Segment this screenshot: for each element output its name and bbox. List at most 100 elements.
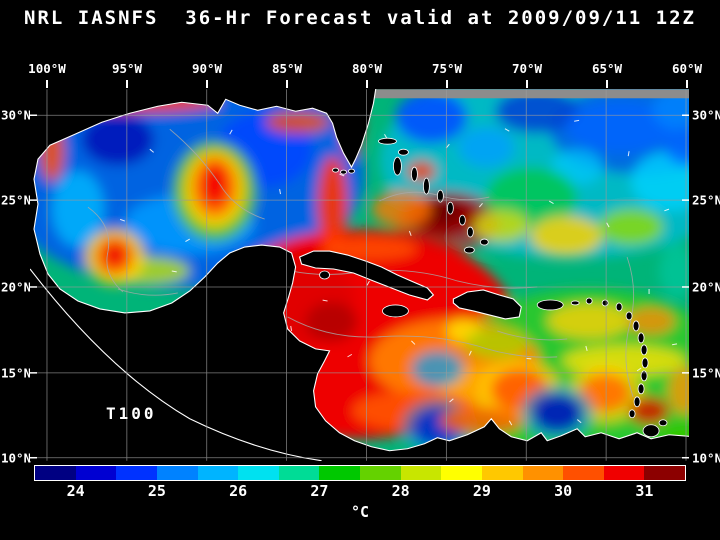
current-arrow bbox=[149, 148, 154, 153]
temperature-blob bbox=[631, 151, 689, 212]
small-island bbox=[378, 137, 397, 145]
small-island bbox=[632, 320, 640, 332]
pacific-coastline bbox=[30, 268, 322, 461]
colorbar-cell bbox=[400, 466, 442, 480]
colorbar-tick-label: 30 bbox=[554, 482, 573, 500]
small-island bbox=[637, 332, 645, 344]
contour-line bbox=[497, 330, 568, 341]
small-island bbox=[458, 214, 466, 226]
lat-tick-label-right: 20°N bbox=[692, 279, 720, 295]
lon-tick-label: 60°W bbox=[671, 61, 703, 76]
lon-tick-label: 80°W bbox=[351, 61, 383, 76]
colorbar bbox=[34, 465, 686, 481]
colorbar-cell bbox=[522, 466, 564, 480]
lon-tick-label: 75°W bbox=[431, 61, 463, 76]
temperature-blob bbox=[395, 91, 468, 144]
lon-tick-mark bbox=[366, 80, 368, 88]
temperature-blob bbox=[103, 243, 126, 268]
contour-line bbox=[87, 206, 124, 293]
temperature-blob bbox=[530, 216, 603, 257]
colorbar-unit: °C bbox=[350, 503, 370, 521]
colorbar-cell bbox=[197, 466, 239, 480]
temperature-blob bbox=[439, 406, 524, 435]
colorbar-cell bbox=[441, 466, 482, 480]
lat-tick-label-left: 20°N bbox=[1, 279, 32, 295]
current-arrow bbox=[664, 208, 670, 212]
small-island bbox=[633, 396, 641, 408]
temperature-blob bbox=[652, 89, 689, 132]
lat-tick-label-right: 10°N bbox=[692, 450, 720, 466]
temperature-blob bbox=[566, 101, 677, 154]
small-island bbox=[640, 370, 648, 382]
page-title: NRL IASNFS 36-Hr Forecast valid at 2009/… bbox=[24, 7, 696, 29]
colorbar-tick-label: 28 bbox=[391, 482, 410, 500]
small-island bbox=[466, 226, 474, 238]
colorbar-cell bbox=[563, 466, 604, 480]
small-island bbox=[348, 168, 355, 174]
lat-tick-label-left: 10°N bbox=[1, 450, 32, 466]
temperature-blob bbox=[81, 113, 154, 166]
small-island bbox=[536, 299, 564, 311]
temperature-blob bbox=[51, 171, 104, 248]
forecast-map: T100 bbox=[30, 89, 689, 461]
current-arrow bbox=[185, 238, 191, 242]
current-arrow bbox=[548, 200, 554, 205]
colorbar-tick-label: 24 bbox=[66, 482, 85, 500]
depth-annotation: T100 bbox=[106, 404, 157, 423]
colorbar-cell bbox=[35, 466, 76, 480]
small-island bbox=[641, 357, 649, 369]
current-arrow bbox=[672, 343, 678, 346]
lat-tick-label-right: 30°N bbox=[692, 107, 720, 123]
small-island bbox=[446, 201, 454, 215]
temperature-blob bbox=[532, 393, 583, 432]
temperature-blob bbox=[495, 89, 580, 134]
colorbar-cell bbox=[278, 466, 320, 480]
temperature-blob bbox=[668, 366, 689, 415]
lon-tick-label: 70°W bbox=[511, 61, 543, 76]
lat-tick-label-right: 25°N bbox=[692, 192, 720, 208]
current-arrow bbox=[627, 151, 630, 157]
current-arrow bbox=[504, 128, 510, 132]
sst-heatmap bbox=[30, 89, 689, 461]
current-arrow bbox=[366, 280, 370, 286]
temperature-blob bbox=[465, 326, 530, 359]
colorbar-cell bbox=[603, 466, 645, 480]
contour-line bbox=[625, 256, 635, 397]
current-arrow bbox=[408, 230, 412, 236]
current-arrow bbox=[339, 173, 345, 177]
temperature-blob bbox=[265, 111, 330, 134]
small-island bbox=[411, 166, 418, 182]
lon-tick-label: 85°W bbox=[271, 61, 303, 76]
lon-tick-label: 90°W bbox=[191, 61, 223, 76]
colorbar-tick-label: 31 bbox=[635, 482, 654, 500]
contour-line bbox=[117, 288, 178, 296]
temperature-blob bbox=[580, 373, 631, 412]
colorbar-tick-label: 27 bbox=[310, 482, 329, 500]
colorbar-cell bbox=[116, 466, 157, 480]
temperature-blob bbox=[201, 164, 228, 207]
lon-tick-mark bbox=[126, 80, 128, 88]
small-island bbox=[393, 156, 402, 176]
current-arrow bbox=[171, 270, 177, 273]
lat-tick-label-left: 15°N bbox=[1, 365, 32, 381]
colorbar-tick-label: 25 bbox=[147, 482, 166, 500]
colorbar-cell bbox=[319, 466, 360, 480]
lon-tick-mark bbox=[686, 80, 688, 88]
current-arrow bbox=[290, 325, 293, 332]
current-arrow bbox=[508, 420, 513, 426]
temperature-blob bbox=[547, 302, 632, 339]
small-island bbox=[463, 246, 475, 254]
small-island bbox=[436, 189, 444, 203]
lon-tick-mark bbox=[606, 80, 608, 88]
small-island bbox=[340, 169, 347, 175]
colorbar-cell bbox=[156, 466, 198, 480]
colorbar-tick-label: 26 bbox=[229, 482, 248, 500]
colorbar-cell bbox=[644, 466, 685, 480]
lat-tick-label-right: 15°N bbox=[692, 365, 720, 381]
current-arrow bbox=[574, 119, 580, 122]
small-island bbox=[628, 409, 636, 419]
grid-lines bbox=[30, 89, 689, 461]
lat-tick-label-left: 30°N bbox=[1, 107, 32, 123]
temperature-blob bbox=[473, 210, 530, 243]
small-island bbox=[625, 311, 633, 321]
